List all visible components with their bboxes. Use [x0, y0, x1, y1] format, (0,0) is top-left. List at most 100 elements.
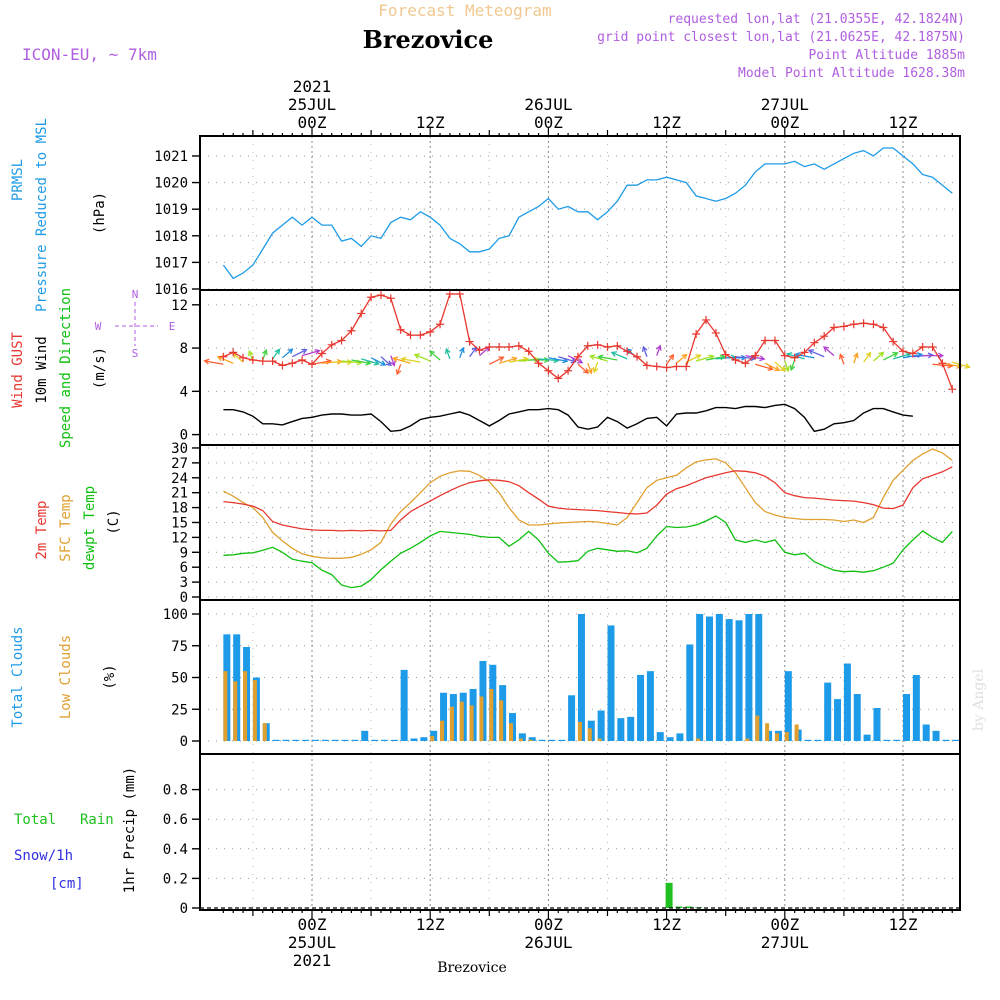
sfc-temp-label: SFC Temp [58, 494, 74, 561]
wind-arrow-head [587, 367, 593, 375]
pressure-label-short: PRMSL [10, 159, 26, 201]
total-cloud-bar [351, 739, 359, 741]
gust-marker [455, 290, 464, 298]
gust-marker [692, 330, 701, 339]
time-label-top-hour: 12Z [652, 113, 681, 132]
total-cloud-bar [637, 674, 645, 741]
wind-arrow [396, 364, 402, 375]
gust-marker [347, 326, 356, 335]
total-cloud-bar [390, 739, 398, 741]
wind-arrow-head [892, 352, 899, 358]
gust-marker [859, 319, 868, 328]
temp-labels: 2m Temp SFC Temp dewpt Temp (C) [34, 486, 122, 570]
low-cloud-bar [518, 738, 523, 741]
wind-arrow-head [656, 344, 662, 351]
requested-coords: requested lon,lat (21.0355E, 42.1824N) [668, 12, 965, 27]
wind-arrow [764, 362, 780, 371]
total-cloud-bar [440, 692, 448, 741]
total-cloud-bar [735, 620, 743, 741]
t2m-line [223, 466, 953, 532]
wind-arrow-head [391, 356, 399, 363]
wind10m-label: 10m Wind [34, 336, 50, 403]
gust-marker [268, 357, 277, 366]
gust-marker [662, 363, 671, 372]
wind-arrow [341, 360, 362, 364]
y-tick-label: 21 [171, 486, 188, 502]
compass-west: W [95, 320, 102, 333]
gust-marker [839, 322, 848, 331]
wind-speed-dir-label: Speed and Direction [58, 288, 74, 448]
wind-arrow [567, 355, 583, 364]
wind-arrow-head [380, 360, 387, 366]
rain-bar [685, 906, 693, 908]
gust-marker [731, 355, 740, 364]
wind-arrow [589, 355, 608, 362]
gust-marker [239, 353, 248, 362]
gust-marker [918, 342, 927, 351]
y-tick-label: 0 [180, 901, 188, 917]
wind-arrow-head [247, 349, 254, 357]
wind-arrow [593, 361, 599, 373]
y-tick-label: 4 [180, 384, 188, 400]
pressure-labels: PRMSL Pressure Reduced to MSL (hPa) [10, 118, 108, 312]
gust-marker [770, 336, 779, 345]
low-cloud-bar [755, 715, 760, 741]
total-cloud-bar [420, 737, 428, 741]
total-cloud-bar [627, 716, 635, 741]
product-title: Forecast Meteogram [378, 1, 551, 20]
wind-arrow-head [588, 354, 596, 361]
data-layer [200, 147, 971, 909]
gust-marker [475, 346, 484, 355]
gust-line [223, 293, 953, 390]
watermark: by Angel [971, 668, 987, 731]
gust-marker [780, 351, 789, 360]
wind-arrow-head [373, 359, 380, 366]
time-label-bottom-year: 2021 [293, 951, 332, 970]
gust-marker [485, 342, 494, 351]
gust-marker [288, 359, 297, 368]
wind-arrow [808, 349, 825, 358]
cloud-labels: Total Clouds Low Clouds (%) [10, 626, 118, 727]
gust-marker [229, 348, 238, 357]
wind-arrow-head [865, 351, 872, 358]
y-tick-label: 1017 [154, 255, 188, 271]
wind-arrow-head [681, 353, 688, 360]
time-label-top-hour: 12Z [416, 113, 445, 132]
low-cloud-bar [469, 705, 474, 741]
wind-arrow-head [592, 366, 599, 374]
y-tick-label: 8 [180, 341, 188, 357]
total-cloud-bar [292, 739, 300, 741]
total-cloud-bar [528, 737, 536, 741]
wind-arrow [498, 357, 517, 364]
wind-arrow [538, 358, 559, 362]
gust-marker [426, 327, 435, 336]
gust-marker [820, 332, 829, 341]
wind-arrow [774, 361, 786, 372]
total-cloud-bar [883, 739, 891, 741]
wind-arrow [390, 355, 395, 366]
total-cloud-bar [302, 739, 310, 741]
wind-arrow [469, 346, 477, 358]
time-label-top-date: 25JUL [288, 95, 336, 114]
y-tick-label: 1019 [154, 202, 188, 218]
wind-arrow-head [570, 357, 577, 364]
y-tick-label: 0.8 [163, 783, 188, 799]
time-label-bottom-hour: 12Z [416, 915, 445, 934]
wind-arrow [577, 363, 589, 374]
total-cloud-bar [725, 619, 733, 741]
sfc-temp-line [223, 448, 953, 559]
gust-marker [298, 355, 307, 364]
wind-arrow [853, 353, 858, 364]
precip-snow-unit: [cm] [50, 876, 84, 892]
wind-arrow [479, 346, 490, 357]
total-cloud-bar [755, 614, 763, 741]
wind-arrow-head [274, 348, 281, 355]
gust-marker [534, 359, 543, 368]
gust-marker [367, 293, 376, 302]
wind-arrow-head [878, 351, 885, 358]
gust-marker [623, 347, 632, 356]
wind-arrow [642, 346, 648, 357]
wind-arrow [489, 356, 504, 365]
pressure-label-long: Pressure Reduced to MSL [34, 118, 50, 312]
time-label-top-hour: 00Z [770, 113, 799, 132]
